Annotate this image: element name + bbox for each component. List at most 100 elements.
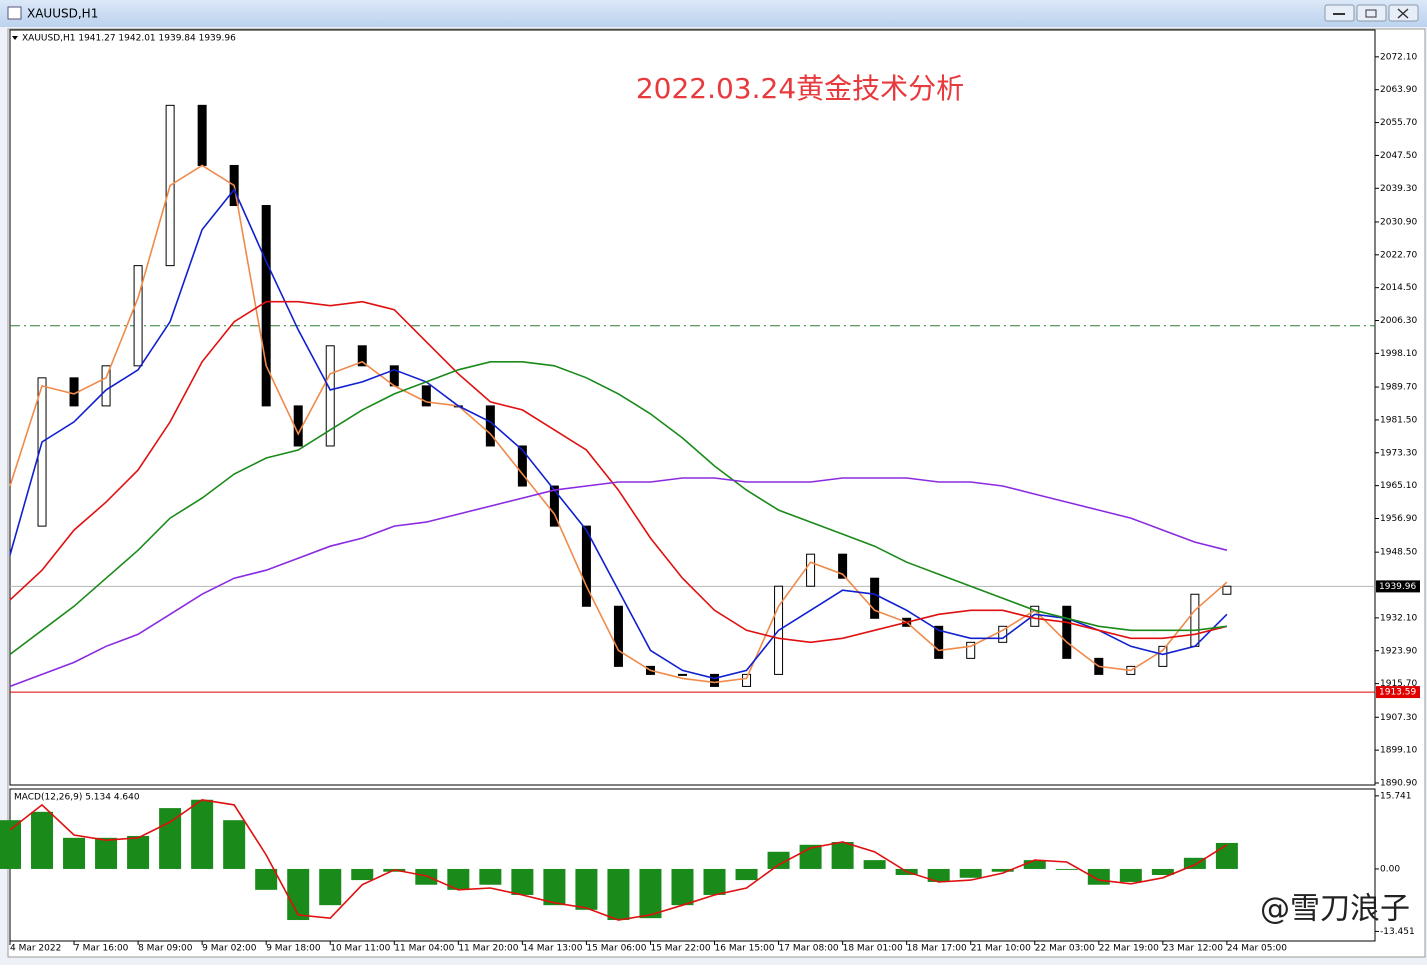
candle <box>1190 593 1200 647</box>
annotation: 2022.03.24黄金技术分析 <box>636 72 964 105</box>
macd-bar <box>351 868 374 881</box>
y-tick-label: 15.741 <box>1380 791 1412 801</box>
macd-bar <box>927 868 950 882</box>
chart-area <box>7 28 1426 958</box>
macd-bar <box>191 799 214 869</box>
macd-bar <box>1055 868 1078 870</box>
candle <box>325 345 335 447</box>
price-pane <box>9 29 1376 786</box>
y-tick-label: 1956.90 <box>1380 514 1417 524</box>
macd-bar <box>863 860 886 869</box>
candle <box>742 673 752 687</box>
macd-bar <box>607 868 630 921</box>
level-label-box <box>1376 686 1420 699</box>
y-tick-label: 1932.10 <box>1380 613 1417 623</box>
macd-bar <box>959 868 982 878</box>
macd-label: MACD(12,26,9) 5.134 4.640 <box>14 793 140 803</box>
macd-bar <box>479 868 502 885</box>
macd-bar <box>575 868 598 910</box>
window-icon <box>7 6 22 20</box>
candle <box>485 405 495 447</box>
x-tick-label: 22 Mar 19:00 <box>1099 944 1159 954</box>
x-tick-label: 17 Mar 08:00 <box>779 944 839 954</box>
y-tick-label: 2072.10 <box>1380 52 1417 62</box>
macd-bar <box>1215 842 1238 869</box>
macd-bar <box>223 820 246 869</box>
y-tick-label: 1973.30 <box>1380 448 1417 458</box>
macd-bar <box>319 868 342 906</box>
macd-bar <box>447 868 470 890</box>
macd-bar <box>991 868 1014 872</box>
title-bar <box>0 0 1427 27</box>
x-tick-label: 23 Mar 12:00 <box>1163 944 1223 954</box>
x-tick-label: 18 Mar 01:00 <box>843 944 903 954</box>
restore-button[interactable] <box>1356 4 1387 22</box>
macd-bar <box>1151 868 1174 875</box>
moving-average <box>9 361 1227 656</box>
macd-bar <box>703 868 726 895</box>
chart-header: XAUUSD,H1 1941.27 1942.01 1939.84 1939.9… <box>22 34 236 44</box>
x-tick-label: 18 Mar 17:00 <box>907 944 967 954</box>
macd-bar <box>1119 868 1142 882</box>
candle <box>357 345 367 367</box>
y-tick-label: 1948.50 <box>1380 548 1417 558</box>
x-tick-label: 7 Mar 16:00 <box>74 944 129 954</box>
macd-bar <box>831 842 854 869</box>
window-title: XAUUSD,H1 <box>27 7 98 21</box>
x-tick-label: 14 Mar 13:00 <box>522 944 582 954</box>
y-tick-label: 1890.90 <box>1380 778 1417 788</box>
macd-bar <box>63 837 86 869</box>
y-tick-label: 1923.90 <box>1380 646 1417 656</box>
signal-line <box>9 798 1228 921</box>
y-tick-label: 2047.50 <box>1380 151 1417 161</box>
y-tick-label: 2022.70 <box>1380 250 1417 260</box>
macd-bar <box>95 837 118 869</box>
y-tick-label: 1907.30 <box>1380 713 1417 723</box>
y-tick-label: 2063.90 <box>1380 85 1417 95</box>
candle <box>934 625 944 659</box>
candle <box>838 553 848 579</box>
y-tick-label: 2055.70 <box>1380 118 1417 128</box>
x-tick-label: 15 Mar 22:00 <box>650 944 710 954</box>
y-tick-label: 2039.30 <box>1380 184 1417 194</box>
macd-bar <box>767 851 790 869</box>
candle <box>966 641 976 659</box>
y-tick-label: 1998.10 <box>1380 349 1417 359</box>
candle <box>613 605 623 667</box>
macd-bar <box>671 868 694 906</box>
candle <box>710 673 720 687</box>
candle <box>261 205 271 407</box>
close-icon <box>1397 8 1409 19</box>
level-label-box <box>1376 580 1420 593</box>
level-label: 1913.59 <box>1379 688 1416 698</box>
candle <box>1062 605 1072 659</box>
macd-bar <box>735 868 758 881</box>
x-tick-label: 16 Mar 15:00 <box>715 944 775 954</box>
candle <box>1030 605 1040 627</box>
macd-bar <box>287 868 310 921</box>
moving-average <box>9 164 1228 684</box>
macd-bar <box>1087 868 1110 885</box>
macd-bar <box>1023 860 1046 869</box>
y-tick-label: 2030.90 <box>1380 217 1417 227</box>
y-tick-label: 1915.70 <box>1380 679 1417 689</box>
x-tick-label: 9 Mar 02:00 <box>202 944 257 954</box>
macd-bar <box>543 868 566 906</box>
macd-bar <box>255 868 278 890</box>
macd-bar <box>159 808 182 869</box>
x-tick-label: 4 Mar 2022 <box>10 944 61 954</box>
moving-average <box>9 187 1228 680</box>
candle <box>677 673 687 676</box>
x-tick-label: 15 Mar 06:00 <box>586 944 646 954</box>
watermark: @雪刀浪子 <box>1260 892 1410 927</box>
candle <box>517 445 527 487</box>
x-tick-label: 9 Mar 18:00 <box>266 944 321 954</box>
candle <box>133 265 143 367</box>
candle <box>1222 585 1232 595</box>
moving-average <box>9 300 1228 644</box>
macd-bar <box>31 811 54 869</box>
y-tick-label: 1899.10 <box>1380 746 1417 756</box>
macd-bar <box>639 868 662 919</box>
x-tick-label: 11 Mar 20:00 <box>458 944 518 954</box>
